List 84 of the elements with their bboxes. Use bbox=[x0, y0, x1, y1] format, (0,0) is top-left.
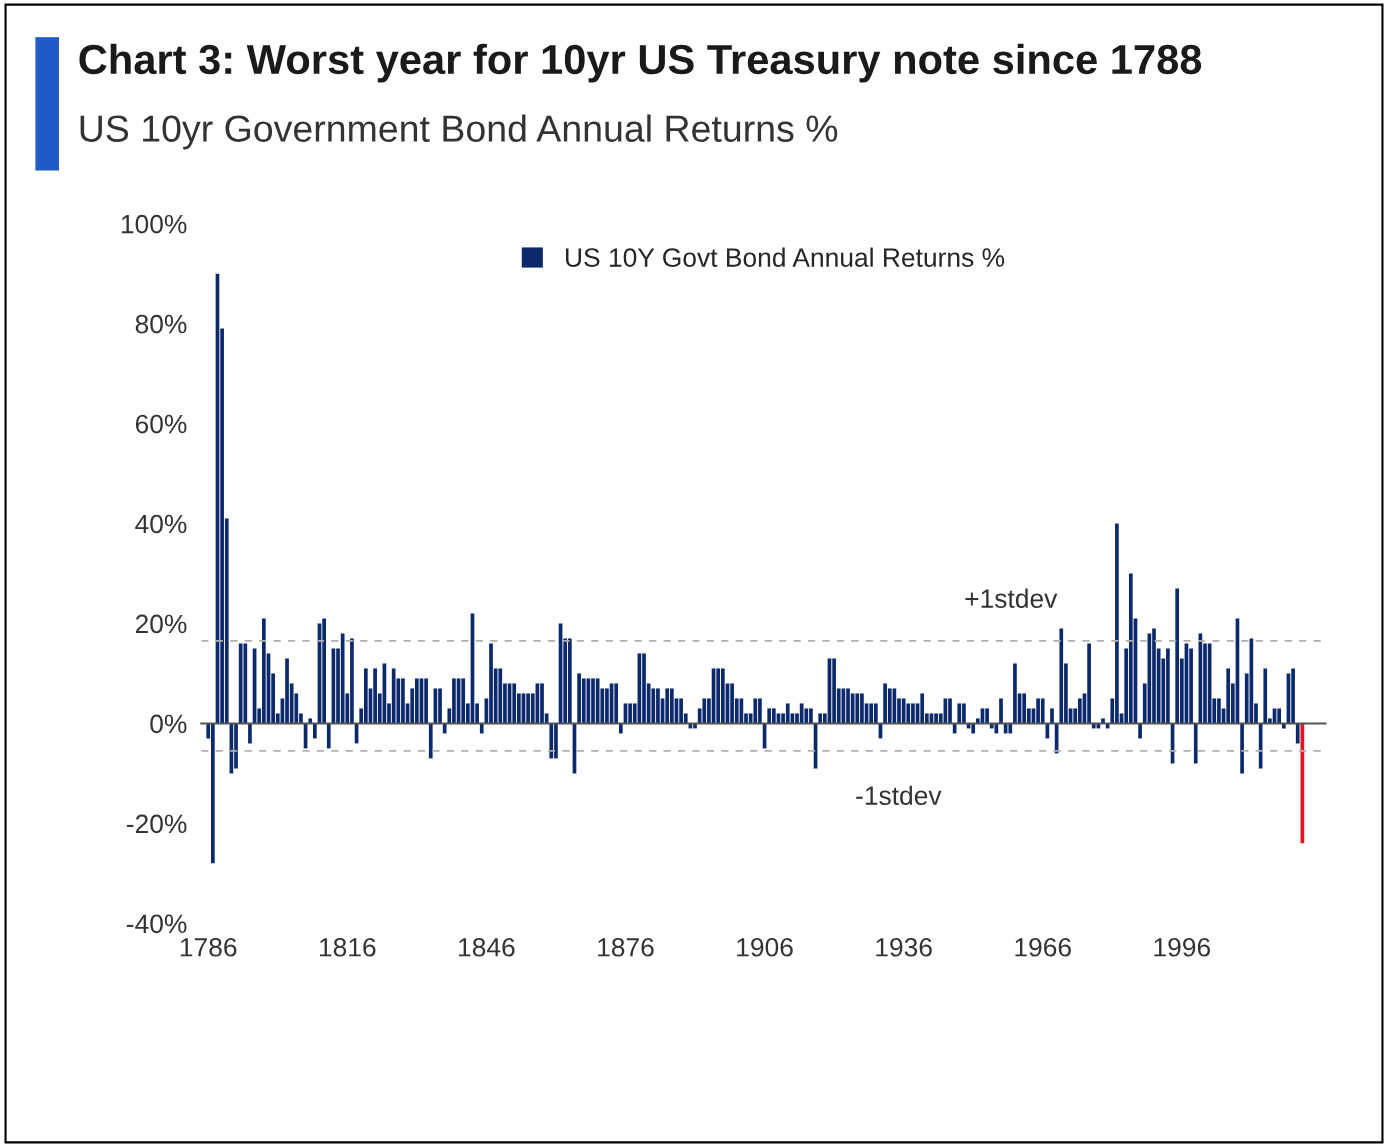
bar bbox=[1295, 723, 1300, 744]
y-tick-label: 100% bbox=[121, 214, 187, 234]
bar bbox=[1138, 723, 1142, 739]
bar bbox=[818, 713, 823, 724]
bar bbox=[869, 703, 874, 724]
bar bbox=[461, 678, 466, 724]
bar bbox=[669, 688, 674, 724]
y-tick-label: 0% bbox=[150, 714, 187, 734]
y-tick-label: 60% bbox=[135, 414, 187, 434]
legend-label: US 10Y Govt Bond Annual Returns % bbox=[566, 247, 1005, 267]
bar bbox=[498, 668, 503, 724]
bar bbox=[1040, 698, 1045, 724]
bar bbox=[720, 668, 725, 724]
bar bbox=[1087, 643, 1091, 724]
bar bbox=[567, 638, 572, 724]
bar bbox=[326, 723, 331, 749]
bar bbox=[1193, 723, 1198, 764]
ref-line-label: -1stdev bbox=[856, 785, 942, 806]
bar bbox=[665, 688, 670, 724]
y-tick-label: 40% bbox=[135, 514, 187, 534]
ref-line-label: +1stdev bbox=[965, 588, 1058, 608]
x-tick-label: 1816 bbox=[319, 937, 376, 957]
bar bbox=[549, 723, 554, 759]
bar bbox=[428, 723, 433, 759]
bar bbox=[771, 708, 776, 724]
bar bbox=[1152, 628, 1156, 724]
bar bbox=[855, 693, 860, 724]
bar bbox=[702, 698, 707, 724]
bar bbox=[1277, 708, 1282, 724]
bar bbox=[618, 723, 623, 734]
x-tick-label: 1876 bbox=[598, 937, 654, 957]
x-tick-label: 1936 bbox=[876, 937, 932, 957]
bar bbox=[873, 703, 878, 724]
bar bbox=[971, 723, 976, 734]
bar bbox=[312, 723, 317, 739]
bar bbox=[753, 698, 758, 724]
bar bbox=[340, 633, 345, 724]
bar bbox=[1022, 693, 1027, 724]
bar bbox=[716, 668, 721, 724]
bar bbox=[799, 703, 804, 724]
bar bbox=[948, 698, 952, 724]
bar bbox=[234, 723, 238, 769]
bar bbox=[1128, 573, 1133, 724]
y-tick-label: -20% bbox=[126, 814, 187, 834]
x-tick-label: 1906 bbox=[737, 937, 793, 957]
x-tick-label: 1786 bbox=[180, 937, 237, 957]
bar bbox=[248, 723, 252, 744]
bar bbox=[1226, 668, 1231, 724]
bar bbox=[363, 668, 368, 724]
x-tick-label: 1966 bbox=[1015, 937, 1071, 957]
bar bbox=[238, 643, 243, 724]
bar bbox=[999, 698, 1003, 724]
bar bbox=[1291, 668, 1295, 724]
bar bbox=[243, 643, 248, 724]
bar bbox=[424, 678, 428, 724]
bar bbox=[920, 693, 925, 724]
bar bbox=[595, 678, 600, 724]
bar bbox=[1008, 723, 1013, 734]
bar bbox=[985, 708, 989, 724]
bar bbox=[414, 678, 419, 724]
bar bbox=[442, 723, 447, 734]
bar bbox=[614, 683, 619, 724]
bar bbox=[1175, 588, 1180, 724]
bar bbox=[479, 723, 484, 734]
chart-title: Chart 3: Worst year for 10yr US Treasury note since 1788 bbox=[79, 43, 1202, 83]
bar bbox=[1059, 628, 1064, 724]
bar bbox=[512, 683, 517, 724]
bar bbox=[767, 708, 772, 724]
x-tick-label: 1996 bbox=[1154, 937, 1211, 957]
bar bbox=[1050, 708, 1054, 724]
bar bbox=[391, 668, 396, 724]
bar bbox=[261, 618, 266, 724]
chart-subtitle: US 10yr Government Bond Annual Returns % bbox=[80, 114, 838, 150]
x-tick-label: 1846 bbox=[459, 937, 515, 957]
y-tick-label: 20% bbox=[135, 614, 187, 634]
bar bbox=[1240, 723, 1244, 774]
bar bbox=[438, 688, 442, 724]
bar bbox=[1263, 668, 1268, 724]
bar bbox=[1013, 663, 1017, 724]
bar bbox=[785, 703, 790, 724]
y-tick-label: 80% bbox=[135, 314, 187, 334]
y-tick-label: -40% bbox=[126, 914, 187, 934]
bar bbox=[322, 618, 326, 724]
bar bbox=[957, 703, 962, 724]
